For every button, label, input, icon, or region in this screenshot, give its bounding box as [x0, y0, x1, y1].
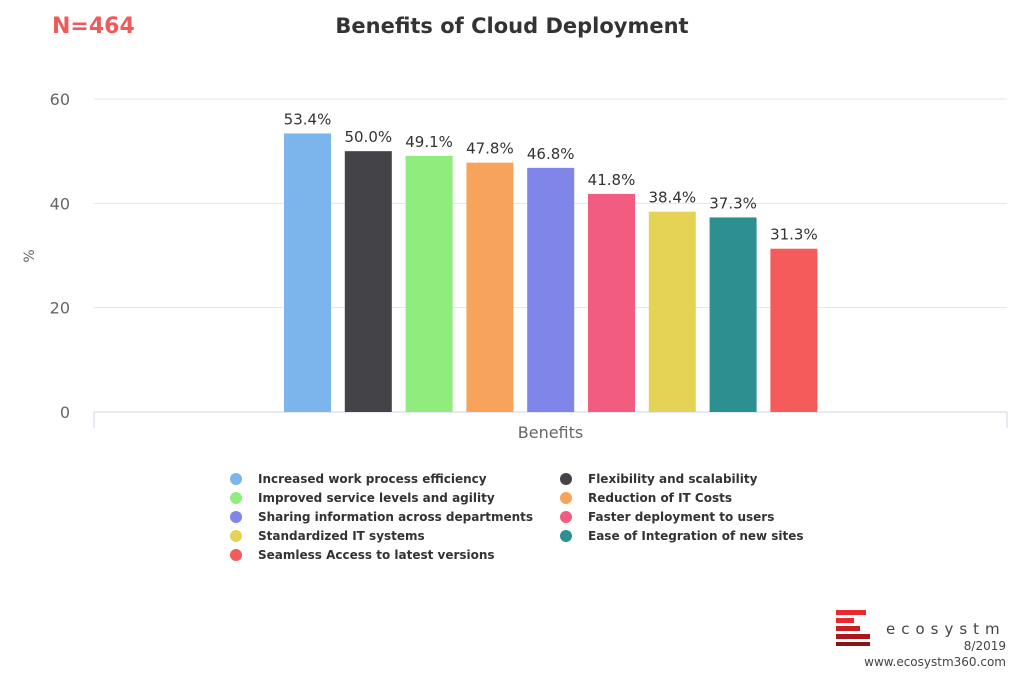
legend-label: Standardized IT systems [258, 529, 425, 543]
y-tick-label: 60 [50, 90, 70, 109]
chart-title: Benefits of Cloud Deployment [335, 14, 689, 38]
y-tick-label: 20 [50, 299, 70, 318]
legend-item[interactable]: Flexibility and scalability [560, 472, 757, 486]
data-label: 38.4% [648, 189, 696, 207]
legend-item[interactable]: Improved service levels and agility [230, 491, 495, 505]
data-label: 50.0% [344, 128, 392, 146]
legend-label: Increased work process efficiency [258, 472, 487, 486]
bar [588, 193, 635, 412]
legend-item[interactable]: Ease of Integration of new sites [560, 529, 804, 543]
legend-item[interactable]: Reduction of IT Costs [560, 491, 732, 505]
legend-dot-icon [560, 510, 572, 523]
ecosystm-logo-icon [836, 610, 870, 646]
legend-label: Reduction of IT Costs [588, 491, 732, 505]
bar [527, 167, 575, 412]
data-label: 37.3% [709, 194, 757, 212]
data-label: 47.8% [466, 140, 514, 158]
bar [709, 217, 757, 412]
sample-size-label: N=464 [52, 14, 135, 39]
x-axis-label: Benefits [518, 423, 584, 442]
legend-dot-icon [230, 529, 242, 542]
legend-dot-icon [560, 472, 572, 485]
legend-label: Faster deployment to users [588, 510, 775, 524]
data-label: 49.1% [405, 133, 453, 151]
data-label: 53.4% [284, 110, 332, 128]
bar [648, 211, 696, 412]
legend-dot-icon [230, 548, 242, 561]
legend-item[interactable]: Seamless Access to latest versions [230, 548, 495, 562]
bar [770, 248, 818, 412]
legend-label: Ease of Integration of new sites [588, 529, 804, 543]
report-date: 8/2019 [963, 639, 1006, 653]
legend-item[interactable]: Sharing information across departments [230, 510, 533, 524]
legend-dot-icon [230, 510, 242, 523]
bar [284, 133, 331, 412]
legend-dot-icon [560, 529, 572, 542]
legend-dot-icon [230, 491, 242, 504]
legend-label: Sharing information across departments [258, 510, 534, 524]
y-tick-label: 40 [50, 194, 70, 213]
y-axis-label: % [22, 249, 38, 262]
bar [405, 155, 453, 412]
bar [344, 151, 392, 412]
data-label: 31.3% [770, 226, 818, 244]
legend-item[interactable]: Increased work process efficiency [230, 472, 487, 486]
y-tick-label: 0 [60, 403, 70, 422]
data-label: 41.8% [588, 171, 636, 189]
legend-label: Improved service levels and agility [258, 491, 495, 505]
data-label: 46.8% [527, 145, 575, 163]
legend-dot-icon [560, 491, 572, 504]
legend-label: Seamless Access to latest versions [258, 548, 495, 562]
legend-item[interactable]: Standardized IT systems [230, 529, 425, 543]
bar [466, 162, 514, 412]
legend-label: Flexibility and scalability [588, 472, 758, 486]
legend-item[interactable]: Faster deployment to users [560, 510, 774, 524]
legend-dot-icon [230, 472, 242, 485]
website-url: www.ecosystm360.com [864, 655, 1006, 669]
brand-name: ecosystm [886, 620, 1006, 638]
